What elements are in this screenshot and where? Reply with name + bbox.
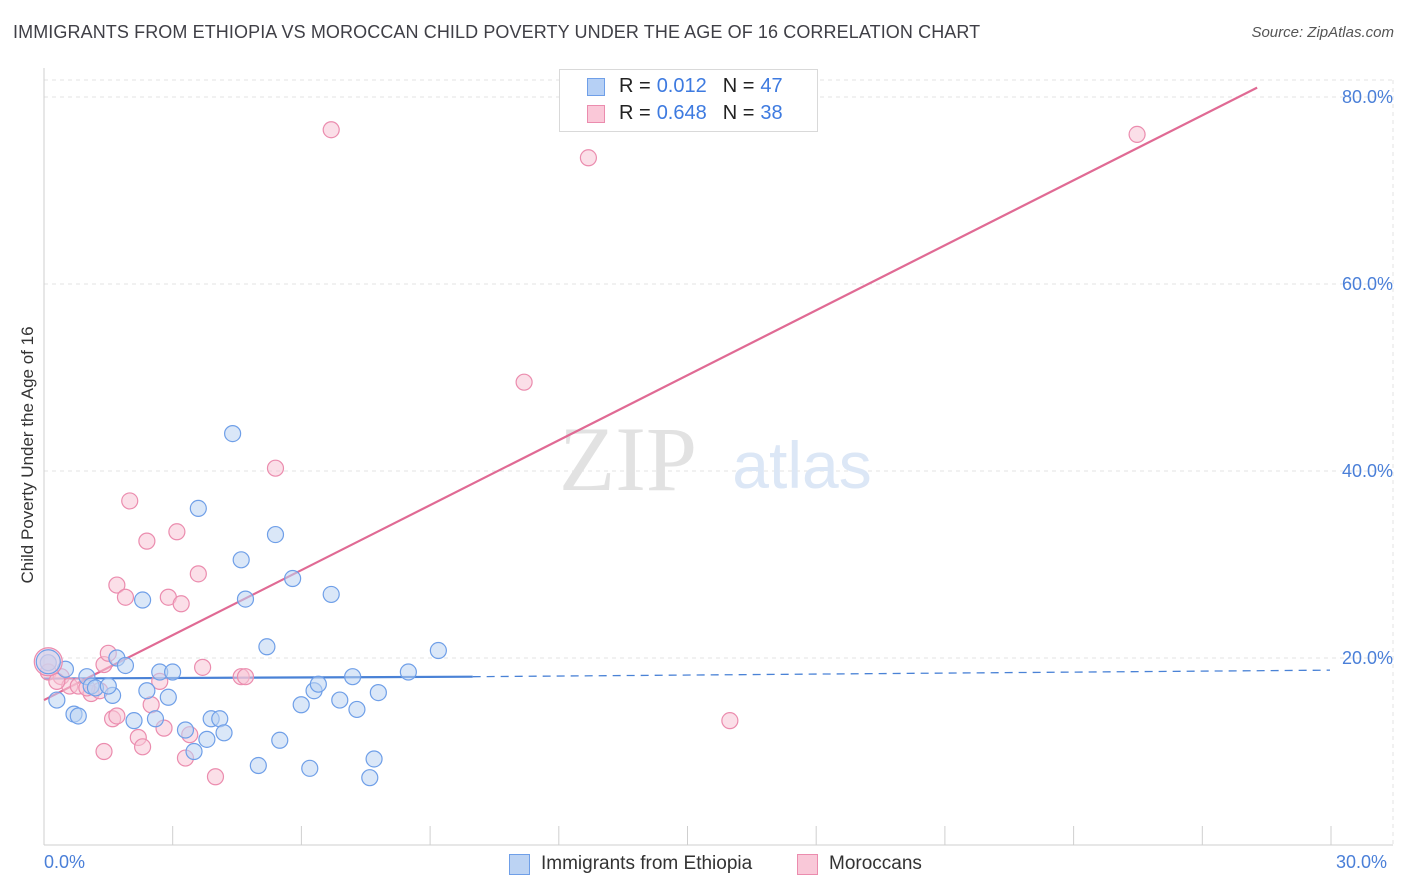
legend-n-value-moroccans: 38: [760, 102, 783, 124]
point-ethiopia: [125, 712, 143, 730]
axes: [43, 68, 1393, 846]
y-tick-label: 40.0%: [1342, 461, 1393, 481]
trend-line-ethiopia: [43, 675, 473, 680]
trend-line-ethiopia-extension: [472, 669, 1331, 678]
point-ethiopia: [159, 688, 177, 706]
legend-n-value-ethiopia: 47: [760, 75, 783, 97]
legend-r-value-moroccans: 0.648: [656, 102, 707, 124]
point-ethiopia: [116, 656, 135, 675]
legend-label-moroccans: Moroccans: [829, 853, 922, 874]
point-ethiopia: [322, 585, 340, 604]
point-ethiopia: [369, 683, 387, 702]
point-ethiopia: [271, 731, 289, 749]
watermark-atlas: atlas: [732, 428, 871, 502]
source-label: Source: ZipAtlas.com: [1251, 24, 1394, 41]
legend-swatch-ethiopia: [587, 77, 605, 96]
point-ethiopia: [348, 700, 366, 719]
y-axis-label: Child Poverty Under the Age of 16: [18, 326, 37, 584]
legend-row-ethiopia: R = 0.012 N = 47: [560, 73, 783, 100]
point-ethiopia: [224, 425, 242, 443]
correlation-legend: R = 0.012 N = 47 R = 0.648 N = 38: [559, 69, 818, 132]
point-ethiopia: [331, 691, 349, 709]
point-ethiopia: [429, 641, 447, 660]
point-ethiopia: [301, 759, 319, 777]
x-tick-label-min: 0.0%: [44, 852, 86, 872]
point-moroccans: [121, 492, 139, 510]
legend-row-moroccans: R = 0.648 N = 38: [560, 100, 783, 127]
point-ethiopia: [215, 724, 233, 742]
point-ethiopia: [236, 590, 255, 608]
point-ethiopia: [198, 730, 216, 748]
point-moroccans: [266, 459, 285, 477]
point-moroccans: [194, 658, 212, 676]
legend-r-label: R =: [619, 75, 651, 97]
point-ethiopia: [189, 499, 207, 517]
point-ethiopia-cluster: [35, 649, 61, 675]
legend-item-ethiopia: Immigrants from Ethiopia: [509, 853, 752, 875]
point-ethiopia: [146, 710, 165, 728]
point-moroccans: [579, 149, 598, 167]
point-moroccans: [108, 576, 126, 594]
point-moroccans: [721, 712, 739, 730]
legend-n-label: N =: [722, 102, 755, 124]
y-tick-label: 20.0%: [1342, 648, 1393, 668]
point-ethiopia: [164, 663, 182, 681]
point-moroccans: [1128, 125, 1146, 143]
point-ethiopia: [133, 591, 152, 609]
point-ethiopia: [69, 707, 87, 725]
point-ethiopia: [309, 675, 327, 693]
trend-line-moroccans: [43, 86, 1258, 702]
point-moroccans: [322, 121, 340, 139]
point-moroccans: [172, 595, 190, 613]
y-tick-label: 80.0%: [1342, 87, 1393, 107]
legend-label-ethiopia: Immigrants from Ethiopia: [541, 853, 753, 874]
point-ethiopia: [48, 691, 66, 709]
point-ethiopia: [399, 663, 417, 681]
legend-r-label: R =: [619, 102, 651, 124]
point-ethiopia: [284, 569, 302, 588]
point-moroccans: [168, 523, 186, 541]
gridlines: [44, 79, 1394, 845]
y-tick-label: 60.0%: [1342, 274, 1393, 294]
point-ethiopia: [249, 756, 267, 775]
legend-r-value-ethiopia: 0.012: [656, 75, 707, 97]
point-moroccans: [133, 738, 152, 756]
point-ethiopia: [361, 769, 379, 787]
point-moroccans: [189, 565, 207, 583]
point-moroccans: [515, 373, 533, 391]
legend-swatch-ethiopia-bottom: [509, 853, 530, 875]
point-ethiopia: [138, 682, 156, 700]
point-ethiopia: [266, 525, 285, 544]
point-moroccans: [138, 532, 156, 550]
point-ethiopia: [365, 750, 383, 768]
x-tick-label-max: 30.0%: [1336, 852, 1388, 872]
watermark-zip: ZIP: [559, 408, 697, 510]
legend-swatch-moroccans: [587, 104, 605, 123]
chart-title: IMMIGRANTS FROM ETHIOPIA VS MOROCCAN CHI…: [13, 22, 981, 42]
point-ethiopia: [232, 551, 250, 569]
point-moroccans: [116, 588, 135, 606]
point-moroccans: [206, 768, 225, 786]
point-ethiopia: [176, 721, 195, 739]
point-moroccans: [95, 742, 113, 761]
point-moroccans: [236, 668, 255, 686]
point-ethiopia: [344, 668, 362, 686]
point-ethiopia: [292, 696, 310, 714]
point-ethiopia: [185, 742, 203, 761]
legend-n-label: N =: [722, 75, 755, 97]
trend-lines: [43, 86, 1331, 702]
point-ethiopia: [258, 638, 276, 656]
point-moroccans: [108, 707, 126, 725]
y-tick-labels: 80.0% 60.0% 40.0% 20.0%: [1342, 87, 1393, 668]
legend-item-moroccans: Moroccans: [797, 853, 922, 875]
data-points: [33, 121, 1146, 787]
point-ethiopia: [99, 677, 117, 695]
point-moroccans-cluster: [33, 647, 63, 677]
legend-swatch-moroccans-bottom: [797, 853, 818, 875]
